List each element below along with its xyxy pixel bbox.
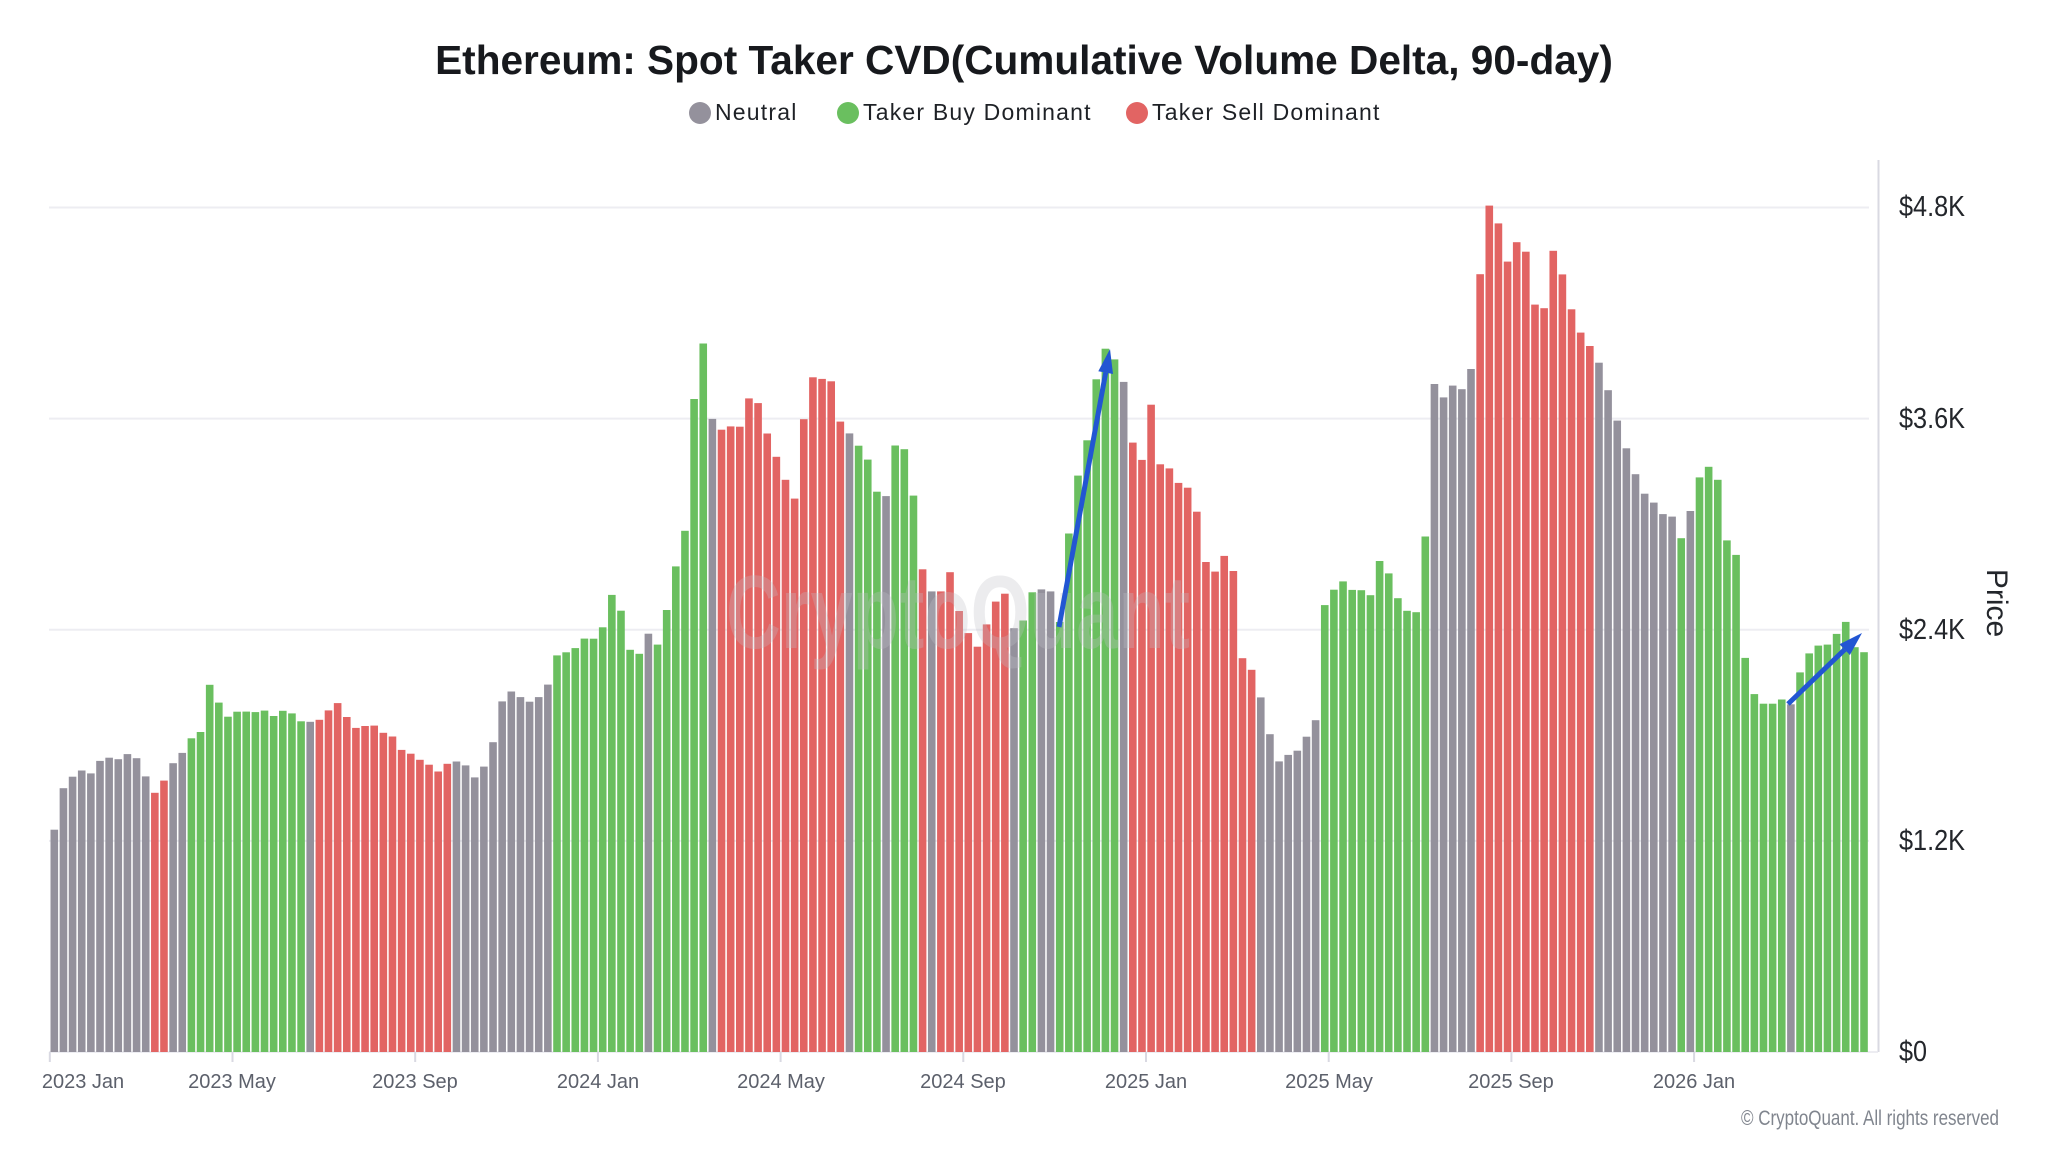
svg-text:2024 Jan: 2024 Jan [557,1071,639,1093]
svg-text:2023 May: 2023 May [188,1071,276,1093]
svg-text:$0: $0 [1899,1036,1927,1068]
svg-text:$4.8K: $4.8K [1899,191,1966,223]
svg-text:© CryptoQuant. All rights rese: © CryptoQuant. All rights reserved [1741,1107,1999,1130]
svg-text:2025 Sep: 2025 Sep [1468,1071,1554,1093]
svg-text:2025 Jan: 2025 Jan [1105,1071,1187,1093]
svg-text:2023 Jan: 2023 Jan [42,1071,124,1093]
svg-text:Price: Price [1980,569,2013,637]
svg-text:2026 Jan: 2026 Jan [1653,1071,1735,1093]
svg-text:$2.4K: $2.4K [1899,614,1966,646]
svg-text:2024 May: 2024 May [737,1071,825,1093]
svg-text:CryptoQuant: CryptoQuant [726,555,1190,671]
svg-text:2023 Sep: 2023 Sep [372,1071,458,1093]
svg-text:$1.2K: $1.2K [1899,825,1966,857]
svg-text:2025 May: 2025 May [1285,1071,1373,1093]
svg-text:2024 Sep: 2024 Sep [920,1071,1006,1093]
svg-text:$3.6K: $3.6K [1899,403,1966,435]
